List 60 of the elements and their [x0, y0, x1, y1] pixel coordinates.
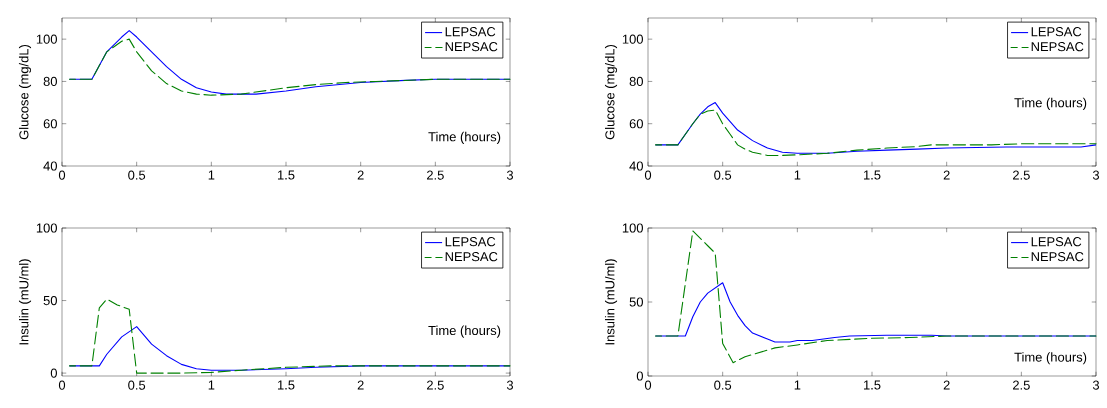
- x-tick-label: 0.5: [714, 380, 732, 390]
- x-tick-label: 0: [644, 380, 652, 390]
- x-tick-label: 2: [943, 380, 950, 390]
- x-tick-label: 1: [794, 170, 801, 180]
- legend-label: NEPSAC: [1031, 42, 1084, 52]
- x-tick-label: 1: [794, 380, 801, 390]
- y-tick-label: 0: [636, 371, 643, 381]
- y-tick-label: 80: [629, 76, 643, 87]
- x-tick-label: 3: [1092, 380, 1100, 390]
- x-tick-label: 3: [1092, 170, 1100, 180]
- x-tick-label: 1: [208, 380, 215, 390]
- x-axis-title: Time (hours): [428, 131, 501, 144]
- y-axis-title: Glucose (mg/dL): [18, 44, 32, 140]
- x-axis-title: Time (hours): [1014, 97, 1087, 110]
- x-tick-label: 2.5: [1013, 380, 1030, 390]
- y-tick-label: 50: [629, 297, 643, 307]
- legend-label: LEPSAC: [445, 237, 496, 247]
- legend-label: NEPSAC: [1031, 252, 1084, 262]
- x-tick-label: 1.5: [863, 170, 881, 180]
- y-tick-label: 60: [43, 119, 57, 129]
- x-tick-label: 0: [644, 170, 652, 180]
- y-tick-label: 100: [622, 34, 643, 44]
- x-tick-label: 0: [58, 170, 66, 180]
- x-tick-label: 0.5: [714, 170, 732, 180]
- y-axis-title: Insulin (mU/ml): [604, 259, 618, 345]
- x-axis-title: Time (hours): [1014, 352, 1087, 365]
- x-tick-label: 0.5: [128, 380, 146, 390]
- x-tick-label: 3: [506, 380, 514, 390]
- y-tick-label: 100: [622, 223, 643, 233]
- y-tick-label: 80: [43, 76, 57, 87]
- x-tick-label: 3: [506, 170, 514, 180]
- legend-label: LEPSAC: [1031, 237, 1082, 247]
- line-series: [654, 109, 1097, 156]
- x-tick-label: 1.5: [277, 380, 295, 390]
- x-tick-label: 2.5: [426, 170, 444, 180]
- x-tick-label: 2: [943, 170, 950, 180]
- y-tick-label: 40: [43, 161, 57, 171]
- x-tick-label: 2.5: [1013, 170, 1030, 180]
- x-tick-label: 1: [208, 170, 215, 180]
- x-tick-label: 2.5: [426, 380, 444, 390]
- y-tick-label: 0: [50, 368, 57, 378]
- x-tick-label: 2: [357, 170, 364, 180]
- x-axis-title: Time (hours): [428, 325, 501, 338]
- y-axis-title: Glucose (mg/dL): [604, 44, 618, 140]
- y-axis-title: Insulin (mU/ml): [18, 259, 32, 345]
- x-tick-label: 1.5: [277, 170, 295, 180]
- y-tick-label: 40: [629, 161, 643, 171]
- line-series: [654, 230, 1097, 364]
- x-tick-label: 0: [58, 380, 66, 390]
- y-tick-label: 100: [36, 223, 57, 233]
- legend-label: NEPSAC: [445, 42, 498, 52]
- y-tick-label: 100: [36, 34, 57, 44]
- y-tick-label: 60: [629, 119, 643, 129]
- legend-label: NEPSAC: [445, 252, 498, 262]
- legend-label: LEPSAC: [1031, 27, 1082, 37]
- y-tick-label: 50: [43, 295, 57, 306]
- x-tick-label: 2: [357, 380, 364, 390]
- x-tick-label: 1.5: [863, 380, 881, 390]
- x-tick-label: 0.5: [128, 170, 146, 180]
- legend-label: LEPSAC: [445, 27, 496, 37]
